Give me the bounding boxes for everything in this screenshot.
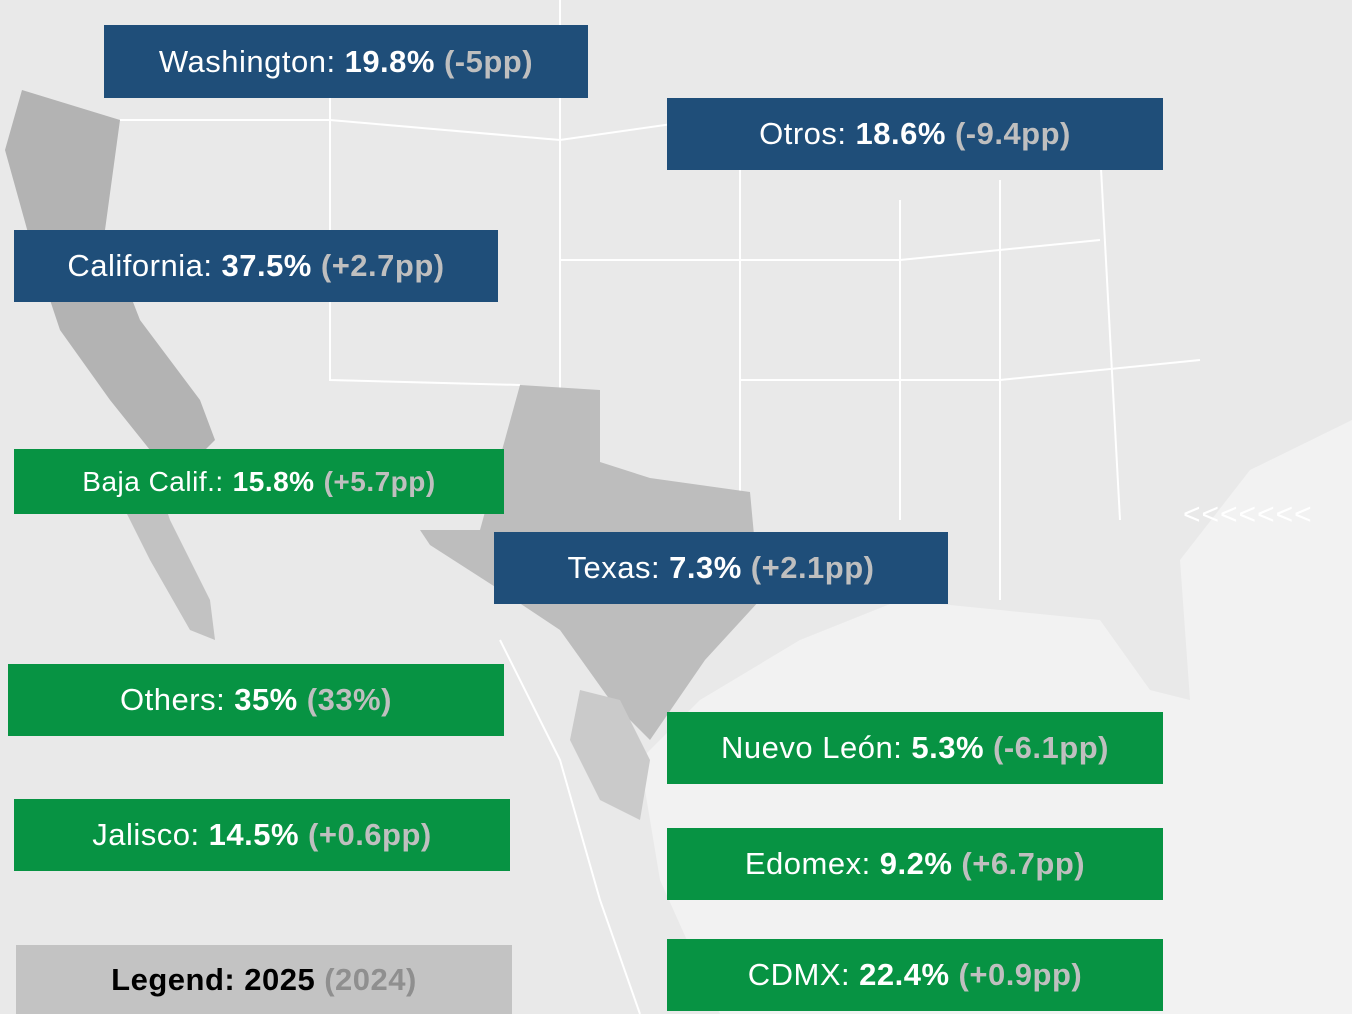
region-change: (-5pp) bbox=[443, 43, 534, 79]
region-name: Nuevo León: bbox=[721, 730, 903, 765]
region-change: (33%) bbox=[306, 682, 392, 717]
legend: Legend: 2025 (2024) bbox=[16, 945, 512, 1014]
legend-year: 2025 bbox=[244, 961, 316, 997]
region-label: Jalisco: 14.5% (+0.6pp) bbox=[14, 799, 510, 871]
region-label: Nuevo León: 5.3% (-6.1pp) bbox=[667, 712, 1163, 784]
region-share: 22.4% bbox=[859, 957, 950, 992]
region-share: 35% bbox=[234, 682, 298, 717]
region-change: (+0.6pp) bbox=[308, 817, 432, 852]
region-name: California: bbox=[67, 248, 213, 283]
state-borders bbox=[120, 0, 1201, 1014]
region-label: California: 37.5% (+2.7pp) bbox=[14, 230, 498, 302]
legend-previous: (2024) bbox=[324, 961, 417, 997]
region-share: 5.3% bbox=[911, 730, 985, 765]
region-share: 15.8% bbox=[232, 465, 315, 497]
region-change: (+2.1pp) bbox=[750, 550, 875, 585]
region-change: (+5.7pp) bbox=[323, 465, 436, 497]
region-name: Otros: bbox=[759, 116, 847, 151]
region-label: Texas: 7.3% (+2.1pp) bbox=[494, 532, 948, 604]
region-change: (-6.1pp) bbox=[993, 730, 1109, 765]
region-share: 18.6% bbox=[855, 116, 946, 151]
region-change: (+0.9pp) bbox=[958, 957, 1083, 992]
region-share: 19.8% bbox=[344, 43, 435, 79]
region-label: CDMX: 22.4% (+0.9pp) bbox=[667, 939, 1163, 1011]
region-share: 9.2% bbox=[879, 846, 953, 881]
region-label: Edomex: 9.2% (+6.7pp) bbox=[667, 828, 1163, 900]
region-share: 7.3% bbox=[669, 550, 742, 585]
region-label: Washington: 19.8% (-5pp) bbox=[104, 25, 588, 98]
region-change: (+2.7pp) bbox=[320, 248, 445, 283]
region-share: 14.5% bbox=[208, 817, 300, 852]
region-name: Others: bbox=[120, 682, 226, 717]
region-change: (+6.7pp) bbox=[961, 846, 1086, 881]
region-name: CDMX: bbox=[747, 957, 851, 992]
legend-label: Legend: bbox=[111, 961, 236, 997]
arrows: <<<<<<< bbox=[1183, 498, 1313, 531]
region-share: 37.5% bbox=[221, 248, 312, 283]
region-label: Others: 35% (33%) bbox=[8, 664, 504, 736]
region-label: Baja Calif.: 15.8% (+5.7pp) bbox=[14, 449, 504, 514]
region-name: Baja Calif.: bbox=[82, 465, 224, 497]
region-name: Jalisco: bbox=[92, 817, 200, 852]
nuevo-leon bbox=[570, 690, 650, 820]
region-name: Washington: bbox=[158, 43, 336, 79]
region-name: Edomex: bbox=[744, 846, 871, 881]
region-name: Texas: bbox=[567, 550, 661, 585]
region-label: Otros: 18.6% (-9.4pp) bbox=[667, 98, 1163, 170]
region-change: (-9.4pp) bbox=[954, 116, 1071, 151]
